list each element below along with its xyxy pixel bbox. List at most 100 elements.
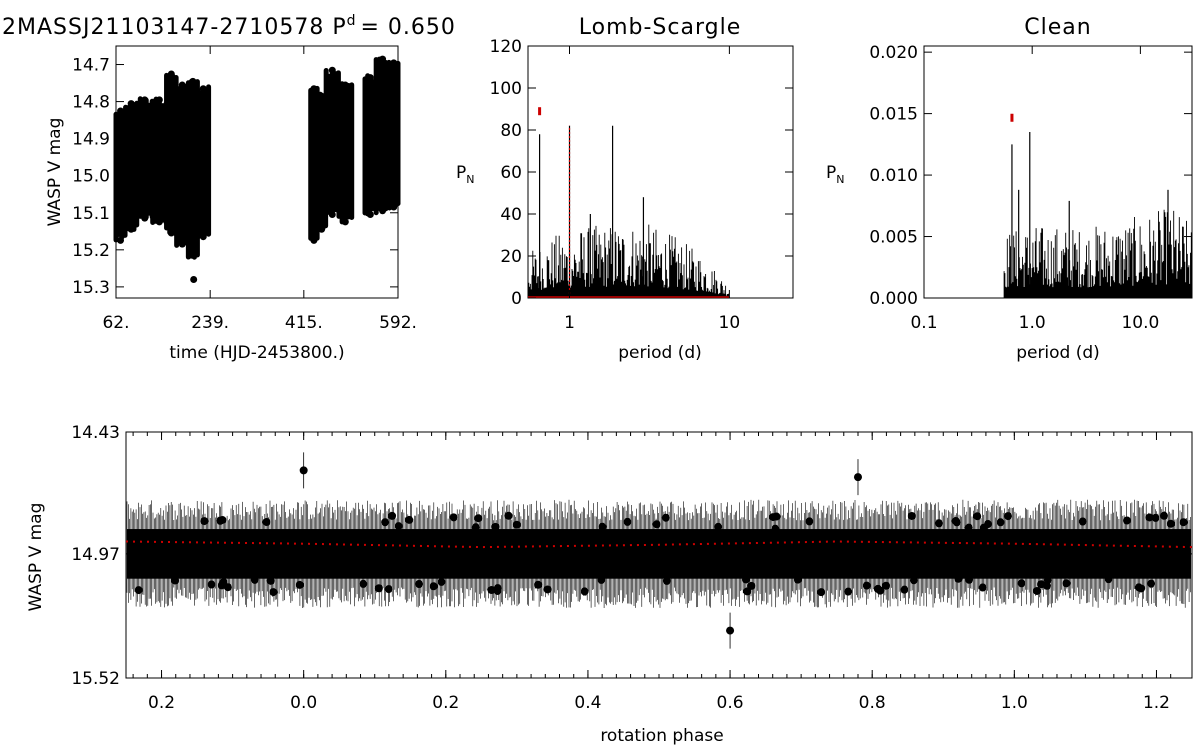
data-point (127, 225, 135, 233)
x-tick-label: 1.0 (1019, 313, 1046, 333)
x-tick-label: 10.0 (1121, 313, 1159, 333)
data-point (771, 524, 780, 533)
x-tick-label: 0.0 (290, 693, 317, 713)
y-tick-label: 0.015 (869, 105, 918, 125)
best-period-marker (538, 107, 542, 116)
y-tick-label: 15.52 (71, 669, 120, 689)
y-tick-label: 14.7 (72, 56, 110, 76)
svg-text:2MASSJ21103147-2710578 Pd= 0.6: 2MASSJ21103147-2710578 Pd = 0.650 (2, 13, 456, 40)
data-point (952, 518, 961, 527)
data-point (493, 586, 502, 595)
lightcurve-axes: 62. 239. 415. 592. 14.7 14.8 14.9 15.0 15.1 15.2 1… (72, 46, 417, 333)
data-point (1032, 586, 1041, 595)
data-point (1147, 579, 1156, 588)
data-point (909, 576, 918, 585)
y-tick-label: 20 (500, 247, 522, 267)
data-point (471, 523, 480, 532)
outlier-point (853, 473, 862, 482)
data-point (262, 518, 271, 527)
data-point (328, 66, 336, 74)
y-tick-label: 100 (490, 79, 522, 99)
x-tick-label: 10 (719, 313, 741, 333)
y-tick-label: 0.005 (869, 228, 918, 248)
data-point (366, 210, 374, 218)
model-fit-curve (125, 540, 1193, 549)
clean-ylabel: PN (826, 163, 845, 186)
data-point (954, 574, 963, 583)
data-point (269, 588, 278, 597)
phased-panel: 0.2 0.0 0.2 0.4 0.6 0.8 1.0 1.214.4314.9715.52 … (26, 423, 1193, 746)
data-point (199, 85, 207, 93)
lightcurve-data (113, 55, 401, 283)
outlier-point (726, 626, 735, 635)
data-point (318, 92, 326, 100)
data-point (1003, 512, 1012, 521)
phased-axes: 0.2 0.0 0.2 0.4 0.6 0.8 1.0 1.2 14.43 14.97 15.52 (71, 423, 1192, 713)
x-tick-label: 239. (191, 313, 229, 333)
data-point (318, 225, 326, 233)
data-point (543, 585, 552, 594)
lomb-scargle-ylabel: PN (456, 163, 475, 186)
data-point (167, 70, 175, 78)
data-point (429, 582, 438, 591)
data-point (437, 577, 446, 586)
data-point (117, 107, 125, 115)
data-point (965, 575, 974, 584)
data-point (934, 519, 943, 528)
x-tick-label: 415. (285, 313, 323, 333)
phased-ylabel: WASP V mag (26, 503, 46, 612)
x-tick-label: 1.2 (1143, 693, 1170, 713)
data-point (379, 207, 387, 215)
data-point (390, 59, 398, 67)
y-tick-label: 14.43 (71, 423, 120, 443)
data-point (1078, 517, 1087, 526)
data-point (844, 587, 853, 596)
data-point (747, 581, 756, 590)
y-tick-label: 120 (490, 37, 522, 57)
data-point (250, 575, 259, 584)
data-point (876, 586, 885, 595)
data-point (743, 587, 752, 596)
data-point (388, 511, 397, 520)
data-point (328, 210, 336, 218)
lomb-scargle-xlabel: period (d) (618, 343, 702, 363)
outlier-point (190, 275, 198, 283)
data-point (1104, 575, 1113, 584)
phased-data (125, 452, 1193, 649)
data-point (216, 516, 225, 525)
data-point (359, 579, 368, 588)
y-tick-label: 60 (500, 163, 522, 183)
x-tick-label: 0.6 (717, 693, 744, 713)
y-tick-label: 80 (500, 121, 522, 141)
clean-title: Clean (1024, 15, 1091, 40)
data-point (623, 517, 632, 526)
data-point (900, 585, 909, 594)
y-tick-label: 0 (511, 289, 522, 309)
data-point (223, 583, 232, 592)
lomb-scargle-title: Lomb-Scargle (579, 15, 741, 40)
x-tick-label: 0.1 (910, 313, 937, 333)
data-point (171, 576, 180, 585)
clean-axes: 0.1 1.0 10.0 0.000 0.005 0.010 0.015 0.020 (869, 43, 1192, 333)
lightcurve-xlabel: time (HJD-2453800.) (169, 343, 344, 363)
y-tick-label: 15.0 (72, 167, 110, 187)
data-point (973, 512, 982, 521)
data-point (127, 100, 135, 108)
data-point (117, 236, 125, 244)
x-tick-label: 0.2 (432, 693, 459, 713)
data-point (366, 74, 374, 82)
data-point (769, 513, 778, 522)
data-point (200, 517, 209, 526)
data-point (652, 520, 661, 529)
data-point (199, 233, 207, 241)
data-point (661, 513, 670, 522)
data-point (295, 580, 304, 589)
data-point (405, 515, 414, 524)
data-point (580, 587, 589, 596)
x-tick-label: 0.4 (574, 693, 601, 713)
lightcurve-panel: 62. 239. 415. 592. 14.7 14.8 14.9 15.0 15.1 15.2 1… (45, 45, 417, 363)
data-point (984, 520, 993, 529)
period-value: = 0.650 (361, 15, 456, 40)
data-point (384, 585, 393, 594)
